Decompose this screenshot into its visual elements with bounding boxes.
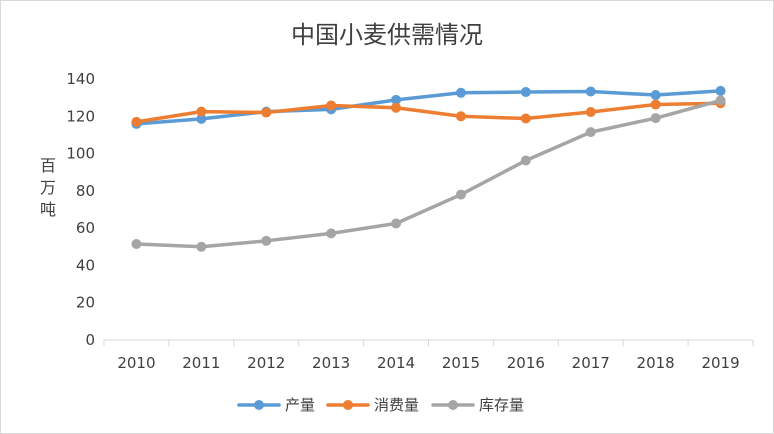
data-point <box>585 127 596 138</box>
x-tick-label: 2017 <box>572 354 610 372</box>
data-point <box>261 235 272 246</box>
data-point <box>585 106 596 117</box>
data-point <box>455 111 466 122</box>
x-tick-label: 2012 <box>247 354 285 372</box>
data-point <box>650 99 661 110</box>
data-point <box>391 94 402 105</box>
y-tick-label: 80 <box>76 182 95 200</box>
data-point <box>131 116 142 127</box>
data-point <box>261 107 272 118</box>
x-axis-ticks: 2010 2011 2012 2013 2014 2015 2016 2017 2018 2019 <box>117 354 739 372</box>
x-tick-label: 2014 <box>377 354 415 372</box>
data-point <box>650 113 661 124</box>
x-tick-label: 2018 <box>637 354 675 372</box>
legend-label: 消费量 <box>374 396 419 414</box>
series-line <box>134 89 723 126</box>
data-point <box>520 113 531 124</box>
data-point <box>455 87 466 98</box>
data-point <box>326 100 337 111</box>
data-point <box>585 86 596 97</box>
data-point <box>520 87 531 98</box>
legend-item: 消费量 <box>326 396 419 414</box>
legend: 产量 消费量 库存量 <box>237 396 524 414</box>
x-tick-label: 2019 <box>701 354 739 372</box>
x-tick-label: 2010 <box>117 354 155 372</box>
data-point <box>391 102 402 113</box>
chart-title: 中国小麦供需情况 <box>291 21 483 49</box>
data-point <box>131 238 142 249</box>
legend-item: 产量 <box>237 396 315 414</box>
y-axis-title: 百万吨 <box>40 156 56 219</box>
data-point <box>650 90 661 101</box>
legend-item: 库存量 <box>431 396 524 414</box>
y-tick-label: 140 <box>66 70 95 88</box>
data-point <box>520 155 531 166</box>
x-tick-label: 2016 <box>507 354 545 372</box>
y-axis-label: 百万吨 <box>40 156 56 219</box>
y-tick-label: 40 <box>76 256 95 274</box>
series-line <box>134 98 723 249</box>
legend-label: 库存量 <box>479 396 524 414</box>
data-point <box>715 95 726 106</box>
data-point <box>326 228 337 239</box>
data-point <box>715 85 726 96</box>
series-库存量 <box>131 95 726 252</box>
legend-label: 产量 <box>285 396 315 414</box>
y-tick-label: 120 <box>66 107 95 125</box>
series-line <box>134 101 723 124</box>
legend-marker <box>254 400 264 410</box>
x-tick-label: 2015 <box>442 354 480 372</box>
y-tick-label: 100 <box>66 145 95 163</box>
series-消费量 <box>131 98 726 127</box>
legend-marker <box>448 400 458 410</box>
x-tick-label: 2011 <box>182 354 220 372</box>
x-axis-tick-marks <box>103 340 754 346</box>
y-tick-label: 20 <box>76 294 95 312</box>
data-point <box>196 113 207 124</box>
x-tick-label: 2013 <box>312 354 350 372</box>
y-axis-ticks: 0 20 40 60 80 100 120 140 <box>66 70 95 349</box>
legend-marker <box>343 400 353 410</box>
data-point <box>196 106 207 117</box>
data-point <box>455 189 466 200</box>
series-layer <box>131 85 726 252</box>
y-tick-label: 0 <box>85 331 95 349</box>
data-point <box>391 218 402 229</box>
data-point <box>196 241 207 252</box>
y-tick-label: 60 <box>76 219 95 237</box>
